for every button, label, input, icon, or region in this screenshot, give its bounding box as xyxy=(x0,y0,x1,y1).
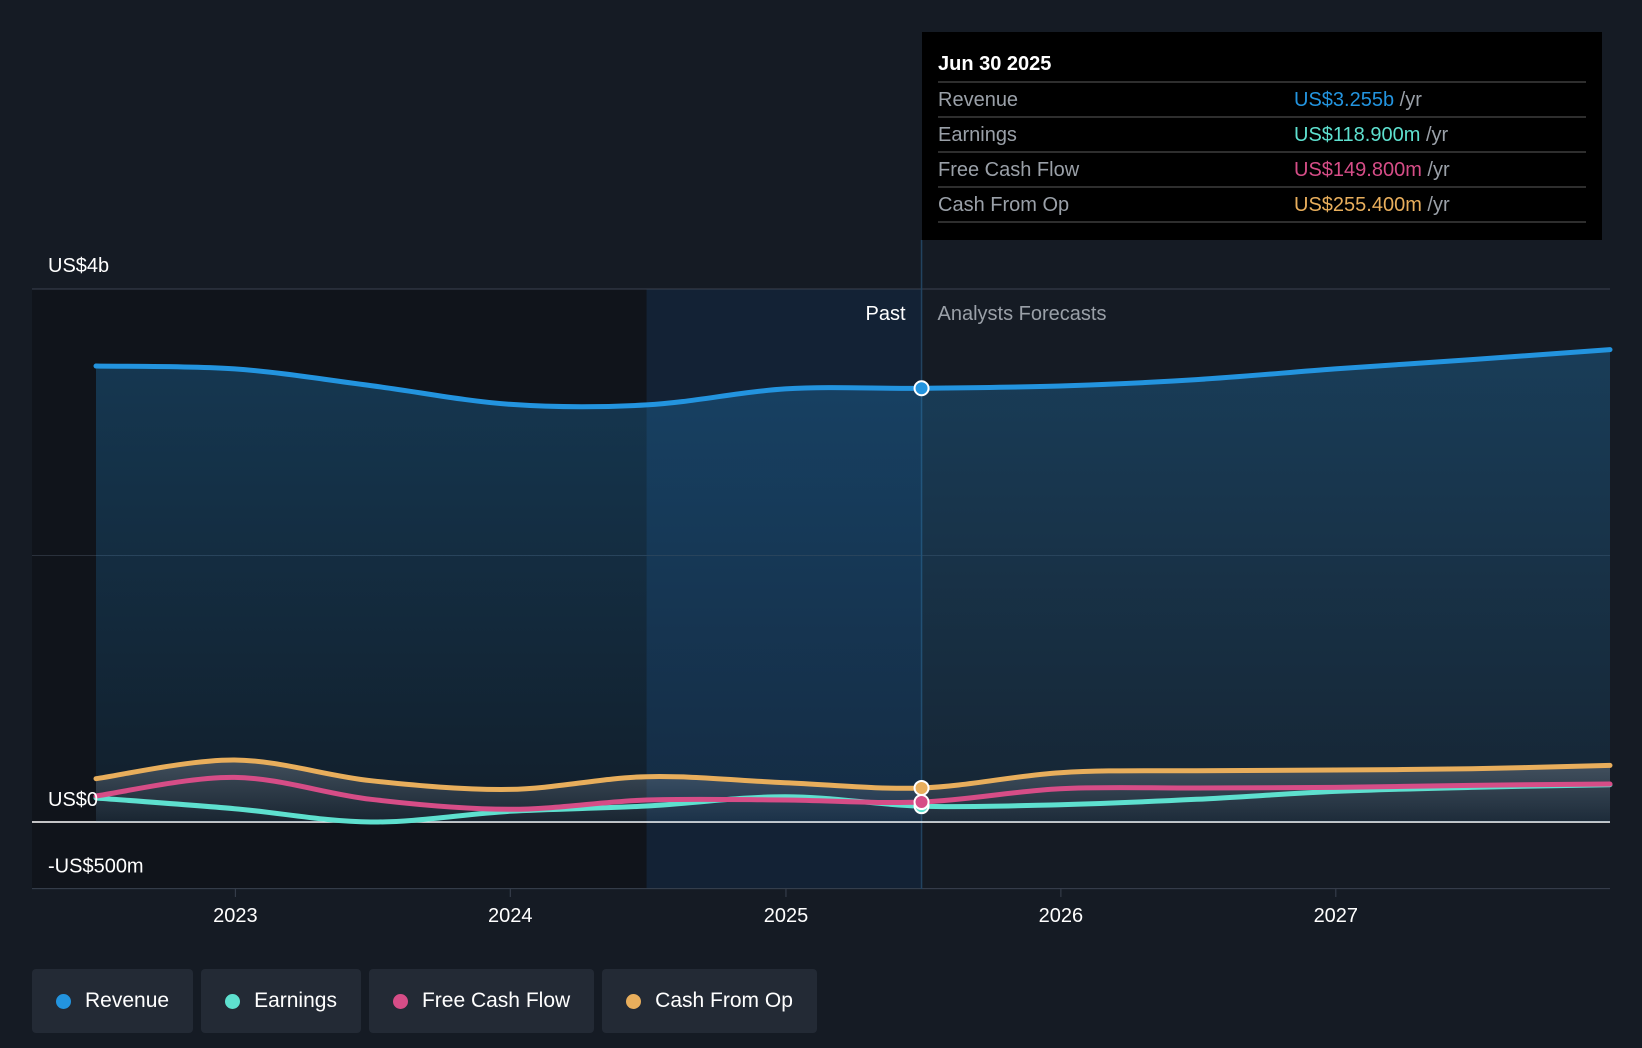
tooltip-value-earnings: US$118.900m /yr xyxy=(1294,124,1449,146)
y-tick-label: US$4b xyxy=(48,255,109,277)
tooltip-label-free-cash-flow: Free Cash Flow xyxy=(938,159,1080,181)
free-cash-flow-line xyxy=(93,774,1613,812)
tooltip-amount-cash-from-op: US$255.400m xyxy=(1294,194,1422,216)
tooltip-value-free-cash-flow: US$149.800m /yr xyxy=(1294,159,1450,181)
tooltip-label-revenue: Revenue xyxy=(938,89,1018,111)
tooltip-unit-cash-from-op: /yr xyxy=(1422,194,1450,216)
x-tick-label: 2027 xyxy=(1314,905,1359,927)
cash-from-op-dot-icon xyxy=(626,993,642,1009)
free-cash-flow-dot-icon xyxy=(392,993,408,1009)
revenue-point[interactable] xyxy=(913,380,930,397)
tooltip-unit-revenue: /yr xyxy=(1394,89,1422,111)
tooltip-value-revenue: US$3.255b /yr xyxy=(1294,89,1422,111)
legend-label-free-cash-flow: Free Cash Flow xyxy=(421,989,571,1012)
y-tick-label: -US$500m xyxy=(48,856,144,878)
revenue-area xyxy=(96,349,1610,822)
cash-from-op-point[interactable] xyxy=(913,779,930,796)
legend-item-earnings[interactable]: Earnings xyxy=(201,969,361,1033)
tooltip-value-cash-from-op: US$255.400m /yr xyxy=(1294,194,1450,216)
tooltip-amount-earnings: US$118.900m xyxy=(1294,124,1420,146)
free-cash-flow-point[interactable] xyxy=(913,794,930,811)
earnings-dot-icon xyxy=(225,993,241,1009)
tooltip-amount-free-cash-flow: US$149.800m xyxy=(1294,159,1422,181)
tooltip-unit-free-cash-flow: /yr xyxy=(1422,159,1450,181)
tooltip-label-earnings: Earnings xyxy=(938,124,1017,146)
tooltip-label-cash-from-op: Cash From Op xyxy=(938,194,1069,216)
chart-legend: Revenue Earnings Free Cash Flow Cash Fro… xyxy=(32,969,817,1033)
x-tick-label: 2024 xyxy=(488,905,533,927)
tooltip-unit-earnings: /yr xyxy=(1420,124,1448,146)
legend-label-revenue: Revenue xyxy=(85,989,170,1012)
tooltip-amount-revenue: US$3.255b xyxy=(1294,89,1394,111)
past-label: Past xyxy=(866,303,906,325)
cash-from-op-line xyxy=(93,757,1613,792)
legend-item-revenue[interactable]: Revenue xyxy=(32,969,194,1033)
legend-label-earnings: Earnings xyxy=(254,989,337,1012)
legend-item-free-cash-flow[interactable]: Free Cash Flow xyxy=(368,969,595,1033)
tooltip-date: Jun 30 2025 xyxy=(938,53,1051,75)
legend-item-cash-from-op[interactable]: Cash From Op xyxy=(602,969,817,1033)
x-tick-label: 2023 xyxy=(213,905,258,927)
revenue-dot-icon xyxy=(56,993,71,1009)
revenue-line xyxy=(93,347,1613,410)
legend-label-cash-from-op: Cash From Op xyxy=(655,989,793,1012)
forecast-label: Analysts Forecasts xyxy=(938,303,1107,325)
tooltip-box xyxy=(922,32,1602,240)
x-tick-label: 2025 xyxy=(764,905,809,927)
x-tick-label: 2026 xyxy=(1039,905,1084,927)
y-tick-label: US$0 xyxy=(48,789,98,811)
